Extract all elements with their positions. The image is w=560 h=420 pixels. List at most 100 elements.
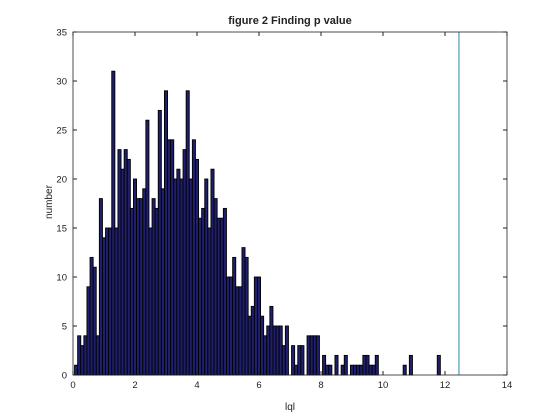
histogram-bar [185,90,190,376]
histogram-bar [188,178,193,376]
histogram-bar [182,149,187,376]
histogram-bar [154,207,159,376]
histogram-bar [365,354,370,376]
histogram-bar [350,364,355,376]
histogram-bar [281,345,286,376]
histogram-bar [247,315,252,376]
histogram-bar [315,335,320,376]
histogram-bar [80,345,85,376]
histogram-bar [111,70,116,376]
histogram-bar [362,354,367,376]
histogram-bar [129,207,134,376]
x-tick-label: 14 [502,380,513,391]
histogram-bar [173,178,178,376]
histogram-bar [244,256,249,376]
x-axis-label: lql [285,402,295,413]
histogram-bar [179,178,184,376]
y-axis: 0 5 10 15 20 25 30 35 [56,28,507,382]
histogram-bar [408,354,413,376]
histogram-bar [436,354,441,376]
histogram-bar [309,335,314,376]
y-tick-label: 20 [56,175,67,186]
histogram-bar [368,364,373,376]
y-tick-label: 35 [56,28,67,39]
histogram-bar [374,354,379,376]
histogram-bar [353,364,358,376]
histogram-bar [160,188,165,376]
x-tick-label: 8 [318,380,323,391]
y-axis-label: number [44,184,55,219]
histogram-bar [201,207,206,376]
histogram-bar [229,276,234,376]
histogram-bar [145,119,150,376]
histogram-bar [86,286,91,376]
histogram-bar [120,168,125,376]
histogram-bar [294,364,299,376]
histogram-bar [204,178,209,376]
histogram-bar [284,325,289,376]
histogram-bar [83,335,88,376]
histogram-bar [275,325,280,376]
histogram-bar [222,207,227,376]
histogram-bar [167,139,172,376]
histogram-bar [170,139,175,376]
histogram-bar [216,217,221,376]
histogram-bar [371,364,376,376]
histogram-bar [114,227,119,376]
histogram-bar [334,354,339,376]
histogram-bar [176,168,181,376]
histogram-bar [219,217,224,376]
histogram-bar [136,198,141,376]
histogram-bar [198,217,203,376]
histogram-bar [148,227,153,376]
x-tick-label: 12 [440,380,451,391]
y-tick-label: 30 [56,77,67,88]
histogram-bar [272,325,277,376]
histogram-bar [356,364,361,376]
x-tick-label: 4 [194,380,199,391]
histogram-bar [300,345,305,376]
histogram-bar [191,139,196,376]
y-tick-label: 5 [62,322,67,333]
x-tick-label: 2 [132,380,137,391]
histogram-bar [260,315,265,376]
histogram-bar [297,345,302,376]
histogram-bar [92,266,97,376]
histogram-bar [266,325,271,376]
histogram-bar [253,276,258,376]
histogram-bar [157,109,162,376]
histogram-bar [340,364,345,376]
histogram-bar [225,276,230,376]
histogram-bar [126,158,131,376]
x-axis: 0 2 4 6 8 10 12 14 [70,32,512,391]
histogram-bar [194,158,199,376]
histogram-bar [238,286,243,376]
histogram-bar [213,198,218,376]
histogram-bar [117,149,122,376]
histogram-bar [95,335,100,376]
histogram-bar [257,276,262,376]
histogram-bar [325,364,330,376]
x-tick-label: 10 [378,380,389,391]
histogram-bar [343,354,348,376]
x-tick-label: 6 [256,380,261,391]
histogram-bar [74,364,79,376]
y-tick-label: 0 [62,371,67,382]
histogram-bar [263,335,268,376]
histogram-bar [142,188,147,376]
histogram-bar [108,227,113,376]
histogram-bar [207,227,212,376]
histogram-bar [269,305,274,376]
histogram-bar [241,247,246,376]
histogram-bar [312,335,317,376]
histogram-bar [98,198,103,376]
plot-area-frame [72,31,508,376]
chart-title: figure 2 Finding p value [228,15,351,27]
y-tick-label: 25 [56,126,67,137]
histogram-bar [101,237,106,376]
histogram-bar [359,364,364,376]
histogram-bar [278,325,283,376]
histogram-bar [77,335,82,376]
histogram-bar [291,345,296,376]
